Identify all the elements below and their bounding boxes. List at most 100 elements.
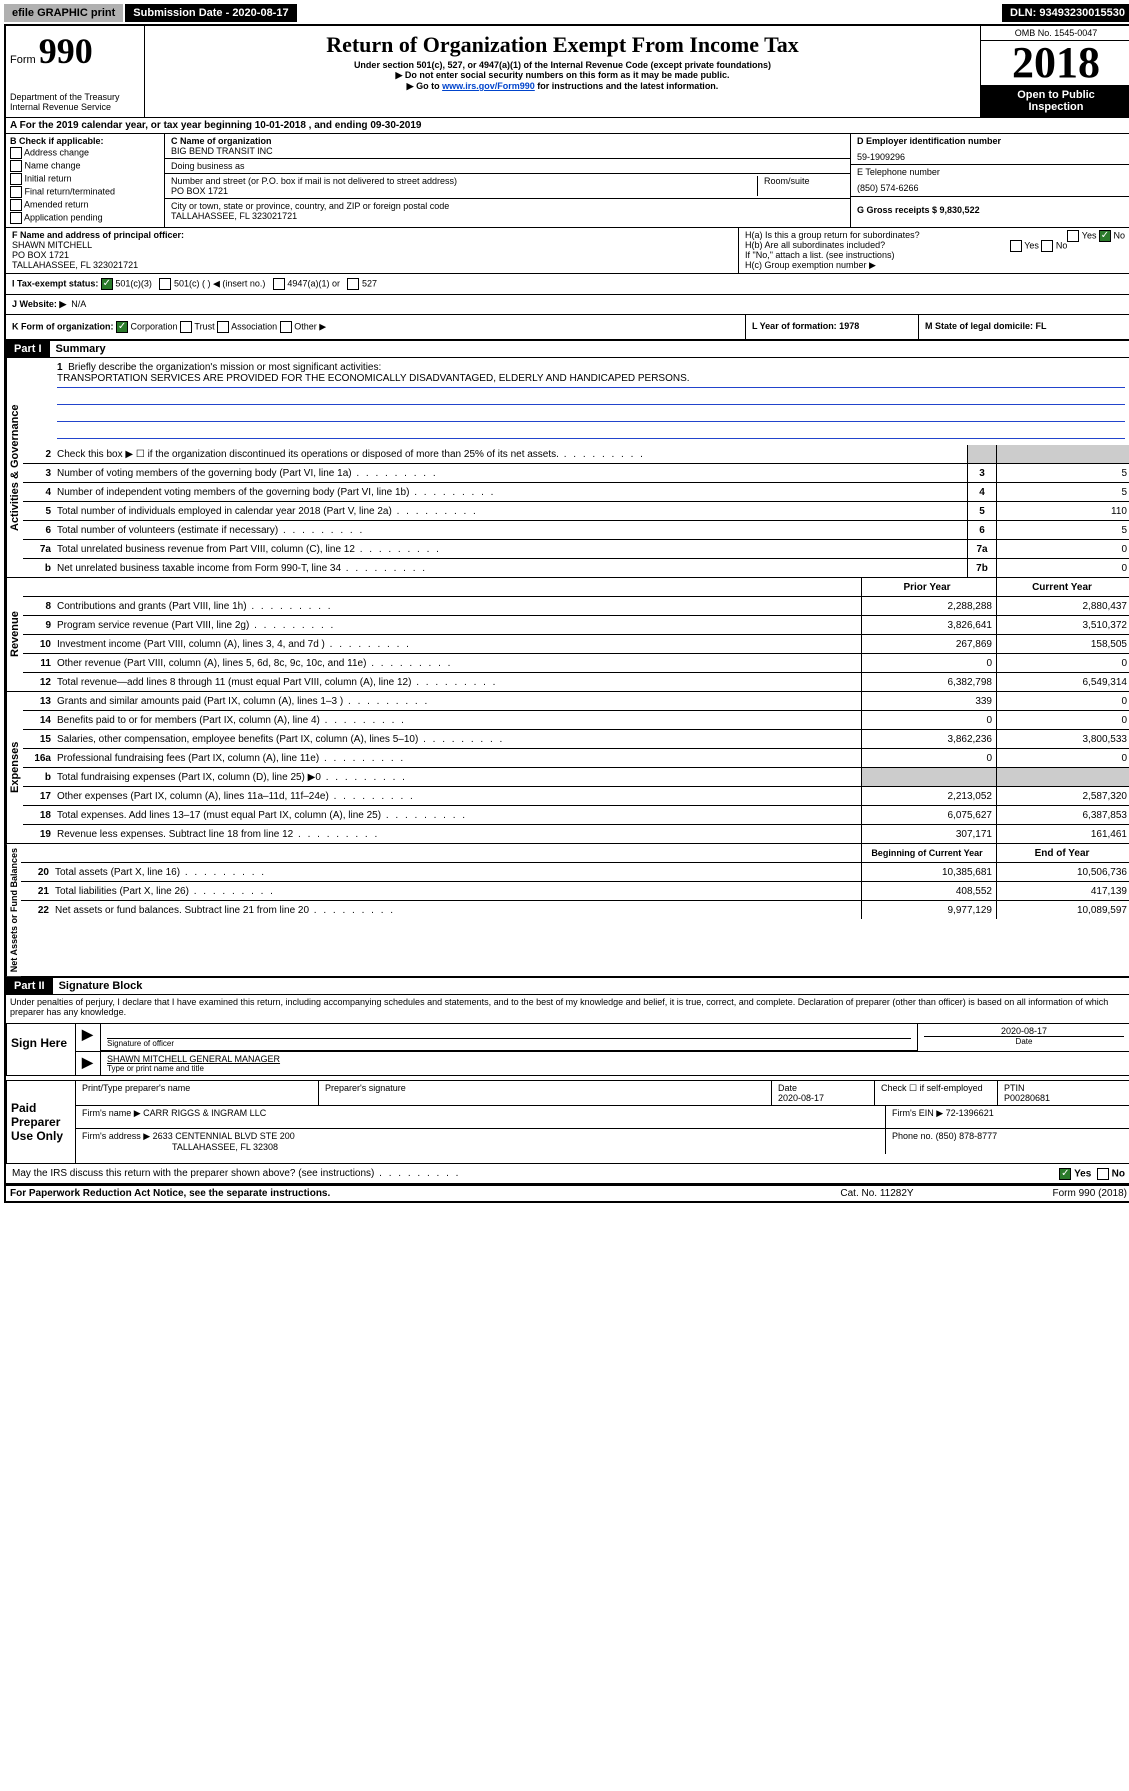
preparer-sig-header: Preparer's signature	[319, 1081, 772, 1105]
org-info-column: C Name of organization BIG BEND TRANSIT …	[165, 134, 850, 227]
mission-label: Briefly describe the organization's miss…	[68, 362, 381, 373]
form-number: 990	[39, 31, 93, 71]
subtitle-3: ▶ Go to www.irs.gov/Form990 for instruct…	[149, 81, 976, 92]
subtitle-2: ▶ Do not enter social security numbers o…	[149, 70, 976, 81]
hc-label: H(c) Group exemption number ▶	[745, 260, 1125, 271]
table-row: 7aTotal unrelated business revenue from …	[23, 540, 1129, 559]
table-row: 4Number of independent voting members of…	[23, 483, 1129, 502]
org-name: BIG BEND TRANSIT INC	[171, 146, 844, 156]
table-row: 13Grants and similar amounts paid (Part …	[23, 692, 1129, 711]
officer-name: SHAWN MITCHELL	[12, 240, 732, 250]
table-row: 19Revenue less expenses. Subtract line 1…	[23, 825, 1129, 843]
sign-here-label: Sign Here	[7, 1024, 76, 1075]
cb-association[interactable]	[217, 321, 229, 333]
table-row: 3Number of voting members of the governi…	[23, 464, 1129, 483]
row-klm: K Form of organization: Corporation Trus…	[6, 315, 1129, 341]
form-header: Form 990 Department of the Treasury Inte…	[6, 26, 1129, 118]
table-row: 22Net assets or fund balances. Subtract …	[21, 901, 1129, 919]
cb-amended-return[interactable]: Amended return	[10, 199, 160, 211]
efile-btn[interactable]: efile GRAPHIC print	[4, 4, 123, 22]
form-prefix: Form	[10, 54, 36, 66]
table-row: 2Check this box ▶ ☐ if the organization …	[23, 445, 1129, 464]
dept-treasury: Department of the Treasury	[10, 92, 140, 102]
table-row: 14Benefits paid to or for members (Part …	[23, 711, 1129, 730]
website-value: N/A	[71, 299, 86, 309]
group-return-cell: H(a) Is this a group return for subordin…	[739, 228, 1129, 273]
cb-name-change[interactable]: Name change	[10, 160, 160, 172]
sig-date: 2020-08-17	[924, 1026, 1124, 1036]
table-row: 6Total number of volunteers (estimate if…	[23, 521, 1129, 540]
firm-addr-label: Firm's address ▶	[82, 1131, 150, 1141]
firm-phone: (850) 878-8777	[936, 1131, 998, 1141]
cb-527[interactable]	[347, 278, 359, 290]
cb-application-pending[interactable]: Application pending	[10, 212, 160, 224]
discuss-yes[interactable]	[1059, 1168, 1071, 1180]
website-row: J Website: ▶ N/A	[6, 295, 1129, 315]
submission-date-btn[interactable]: Submission Date - 2020-08-17	[125, 4, 296, 22]
addr-value: PO BOX 1721	[171, 186, 757, 196]
c-label: C Name of organization	[171, 136, 844, 146]
cb-corporation[interactable]	[116, 321, 128, 333]
beginning-year-header: Beginning of Current Year	[861, 844, 996, 862]
firm-ein-label: Firm's EIN ▶	[892, 1108, 943, 1118]
table-row: 16aProfessional fundraising fees (Part I…	[23, 749, 1129, 768]
ptin-label: PTIN	[1004, 1083, 1124, 1093]
firm-phone-label: Phone no.	[892, 1131, 933, 1141]
preparer-date-label: Date	[778, 1083, 868, 1093]
phone-value: (850) 574-6266	[857, 183, 1125, 193]
cb-other[interactable]	[280, 321, 292, 333]
open-public: Open to Public Inspection	[981, 85, 1129, 117]
net-assets-label: Net Assets or Fund Balances	[6, 844, 21, 976]
part1-title: Summary	[50, 341, 112, 357]
title-cell: Return of Organization Exempt From Incom…	[145, 26, 980, 117]
self-employed-check[interactable]: Check ☐ if self-employed	[875, 1081, 998, 1105]
prior-year-header: Prior Year	[861, 578, 996, 596]
phone-label: E Telephone number	[857, 167, 1125, 177]
city-label: City or town, state or province, country…	[171, 201, 844, 211]
preparer-date: 2020-08-17	[778, 1093, 868, 1103]
firm-ein: 72-1396621	[946, 1108, 994, 1118]
table-row: 12Total revenue—add lines 8 through 11 (…	[23, 673, 1129, 691]
officer-name-title: SHAWN MITCHELL GENERAL MANAGER	[107, 1054, 1124, 1064]
city-value: TALLAHASSEE, FL 323021721	[171, 211, 844, 221]
sign-here-block: Sign Here ▶ Signature of officer 2020-08…	[6, 1023, 1129, 1076]
firm-name: CARR RIGGS & INGRAM LLC	[143, 1108, 266, 1118]
tax-exempt-row: I Tax-exempt status: 501(c)(3) 501(c) ( …	[6, 274, 1129, 295]
cb-trust[interactable]	[180, 321, 192, 333]
table-row: bTotal fundraising expenses (Part IX, co…	[23, 768, 1129, 787]
ptin-value: P00280681	[1004, 1093, 1124, 1103]
right-info-column: D Employer identification number 59-1909…	[850, 134, 1129, 227]
net-assets-block: Net Assets or Fund Balances Beginning of…	[6, 844, 1129, 978]
governance-label: Activities & Governance	[6, 358, 23, 577]
state-domicile: M State of legal domicile: FL	[918, 315, 1129, 339]
discuss-no[interactable]	[1097, 1168, 1109, 1180]
checkbox-column: B Check if applicable: Address change Na…	[6, 134, 165, 227]
dln-label: DLN: 93493230015530	[1002, 4, 1129, 22]
f-label: F Name and address of principal officer:	[12, 230, 732, 240]
gross-receipts: G Gross receipts $ 9,830,522	[857, 205, 1125, 215]
revenue-block: Revenue Prior Year Current Year 8Contrib…	[6, 578, 1129, 692]
section-fh: F Name and address of principal officer:…	[6, 228, 1129, 274]
date-label: Date	[924, 1036, 1124, 1046]
table-row: 9Program service revenue (Part VIII, lin…	[23, 616, 1129, 635]
mission-text: TRANSPORTATION SERVICES ARE PROVIDED FOR…	[57, 373, 1125, 388]
ha-label: H(a) Is this a group return for subordin…	[745, 230, 920, 240]
irs-link[interactable]: www.irs.gov/Form990	[442, 81, 535, 91]
perjury-text: Under penalties of perjury, I declare th…	[6, 995, 1129, 1019]
cb-501c3[interactable]	[101, 278, 113, 290]
cb-501c[interactable]	[159, 278, 171, 290]
top-bar: efile GRAPHIC print Submission Date - 20…	[4, 4, 1129, 22]
ein-label: D Employer identification number	[857, 136, 1125, 146]
subtitle-1: Under section 501(c), 527, or 4947(a)(1)…	[149, 60, 976, 70]
cb-4947[interactable]	[273, 278, 285, 290]
room-suite: Room/suite	[757, 176, 844, 196]
form-title: Return of Organization Exempt From Incom…	[149, 32, 976, 58]
hb-label: H(b) Are all subordinates included?	[745, 240, 885, 250]
table-row: bNet unrelated business taxable income f…	[23, 559, 1129, 577]
paid-preparer-label: Paid Preparer Use Only	[7, 1081, 76, 1163]
cb-address-change[interactable]: Address change	[10, 147, 160, 159]
cb-initial-return[interactable]: Initial return	[10, 173, 160, 185]
table-row: 21Total liabilities (Part X, line 26)408…	[21, 882, 1129, 901]
cb-final-return[interactable]: Final return/terminated	[10, 186, 160, 198]
year-formation: L Year of formation: 1978	[745, 315, 918, 339]
